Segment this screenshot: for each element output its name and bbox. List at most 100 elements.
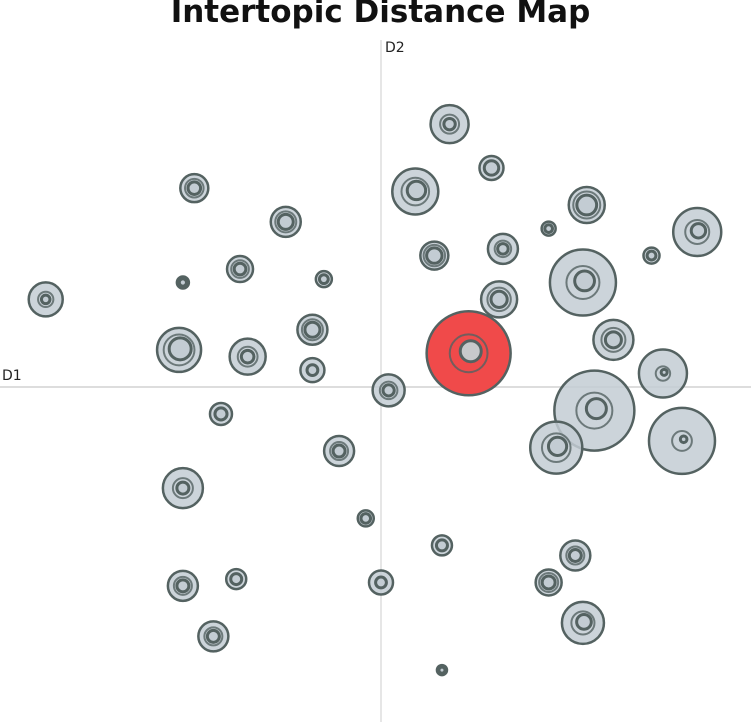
topic-bubble-25[interactable] bbox=[559, 539, 592, 572]
topic-bubble-8[interactable] bbox=[391, 167, 440, 216]
topic-bubble-ring bbox=[654, 365, 672, 382]
topic-bubble-21[interactable] bbox=[269, 205, 302, 239]
topic-bubble-1[interactable] bbox=[425, 310, 512, 397]
topic-bubble-inner bbox=[175, 578, 191, 594]
topic-bubble-inner bbox=[374, 575, 388, 590]
topic-bubble-inner bbox=[167, 336, 193, 362]
topic-bubble-23[interactable] bbox=[197, 620, 230, 653]
topic-bubble-inner bbox=[584, 397, 608, 421]
topic-bubble-5[interactable] bbox=[529, 420, 584, 475]
topic-bubble-4[interactable] bbox=[647, 406, 717, 476]
topic-bubble-inner bbox=[540, 574, 557, 591]
topic-bubble-ring bbox=[538, 571, 560, 593]
topic-bubble-30[interactable] bbox=[534, 568, 563, 597]
topic-bubble-6[interactable] bbox=[637, 348, 689, 399]
topic-bubble-inner bbox=[603, 330, 623, 350]
topic-bubble-ring bbox=[486, 286, 512, 313]
topic-bubble-28[interactable] bbox=[225, 254, 255, 284]
topic-bubble-ring bbox=[400, 176, 431, 207]
topic-bubble-22[interactable] bbox=[322, 434, 356, 468]
topic-bubble-37[interactable] bbox=[314, 269, 334, 289]
topic-bubble-inner bbox=[659, 367, 669, 377]
topic-bubble-inner bbox=[575, 613, 593, 631]
topic-bubble-ring bbox=[162, 333, 196, 367]
topic-bubble-ring bbox=[230, 259, 250, 279]
topic-bubble-35[interactable] bbox=[430, 534, 454, 557]
topic-bubble-12[interactable] bbox=[560, 600, 606, 646]
chart-title: Intertopic Distance Map bbox=[170, 0, 591, 30]
topic-bubble-inner bbox=[276, 212, 295, 231]
topic-bubble-inner bbox=[205, 628, 221, 644]
topic-bubble-inner bbox=[575, 193, 599, 217]
topic-bubble-inner bbox=[543, 223, 554, 234]
y-axis-label: D2 bbox=[385, 40, 405, 56]
topic-bubble-17[interactable] bbox=[27, 281, 64, 318]
topic-bubble-ring bbox=[300, 318, 324, 342]
topic-bubble-inner bbox=[381, 383, 396, 398]
topic-bubble-inner bbox=[458, 339, 483, 364]
topic-bubble-13[interactable] bbox=[228, 337, 267, 376]
topic-bubble-inner bbox=[567, 548, 583, 563]
topic-bubble-18[interactable] bbox=[371, 373, 406, 408]
topic-bubble-11[interactable] bbox=[161, 466, 205, 510]
topic-bubble-3[interactable] bbox=[548, 248, 618, 317]
topic-bubble-15[interactable] bbox=[567, 185, 606, 225]
topic-bubble-27[interactable] bbox=[179, 172, 210, 204]
topic-bubble-ring bbox=[565, 265, 601, 301]
topic-bubble-24[interactable] bbox=[166, 569, 200, 603]
topic-bubble-16[interactable] bbox=[479, 280, 519, 319]
topic-bubble-inner bbox=[437, 665, 447, 675]
topic-bubble-inner bbox=[177, 277, 188, 288]
topic-bubble-36[interactable] bbox=[356, 509, 376, 528]
topic-bubble-34[interactable] bbox=[224, 567, 248, 591]
topic-bubble-41[interactable] bbox=[435, 663, 449, 677]
topic-bubble-33[interactable] bbox=[367, 569, 395, 596]
topic-bubble-ring bbox=[329, 441, 350, 462]
topic-bubble-inner bbox=[434, 538, 449, 553]
topic-bubble-inner bbox=[546, 435, 569, 457]
topic-bubble-ring bbox=[171, 477, 194, 500]
topic-bubble-32[interactable] bbox=[208, 401, 234, 427]
topic-bubble-ring bbox=[493, 239, 513, 259]
topic-bubble-9[interactable] bbox=[155, 326, 203, 374]
topic-bubble-26[interactable] bbox=[419, 240, 450, 271]
topic-bubble-29[interactable] bbox=[299, 356, 326, 384]
topic-bubble-inner bbox=[175, 480, 191, 496]
topic-bubble-14[interactable] bbox=[429, 103, 470, 145]
topic-bubble-7[interactable] bbox=[671, 206, 723, 258]
topic-bubble-inner bbox=[239, 348, 256, 365]
topic-bubble-inner bbox=[442, 116, 457, 132]
topic-bubble-19[interactable] bbox=[486, 232, 520, 266]
topic-bubble-inner bbox=[303, 320, 322, 339]
topic-bubble-31[interactable] bbox=[478, 154, 505, 182]
topic-bubble-ring bbox=[600, 326, 627, 353]
topic-bubble-ring bbox=[448, 333, 489, 374]
topic-bubble-ring bbox=[565, 545, 586, 566]
topic-bubble-ring bbox=[570, 610, 596, 636]
topic-bubble-inner bbox=[232, 261, 248, 277]
topic-bubble-40[interactable] bbox=[175, 275, 191, 290]
topic-bubble-ring bbox=[274, 210, 298, 234]
topic-bubble-ring bbox=[572, 190, 602, 220]
topic-bubble-ring bbox=[684, 218, 711, 245]
topic-bubble-ring bbox=[236, 345, 259, 368]
topic-bubbles bbox=[27, 103, 723, 677]
topic-bubble-inner bbox=[573, 269, 596, 293]
topic-bubble-inner bbox=[678, 434, 689, 445]
topic-bubble-inner bbox=[305, 363, 320, 378]
topic-bubble-inner bbox=[405, 179, 428, 202]
topic-bubble-ring bbox=[540, 432, 572, 463]
topic-bubble-ring bbox=[37, 290, 55, 309]
topic-bubble-inner bbox=[425, 246, 444, 265]
topic-bubble-10[interactable] bbox=[592, 318, 635, 362]
topic-bubble-inner bbox=[496, 242, 510, 256]
topic-bubble-inner bbox=[359, 512, 373, 525]
topic-bubble-38[interactable] bbox=[642, 246, 661, 265]
topic-bubble-ring bbox=[439, 113, 461, 135]
topic-bubble-ring bbox=[422, 243, 447, 268]
topic-bubble-39[interactable] bbox=[540, 220, 557, 237]
topic-bubble-inner bbox=[213, 406, 229, 422]
topic-bubble-inner bbox=[482, 159, 501, 177]
topic-bubble-inner bbox=[331, 443, 347, 459]
topic-bubble-20[interactable] bbox=[296, 313, 329, 346]
